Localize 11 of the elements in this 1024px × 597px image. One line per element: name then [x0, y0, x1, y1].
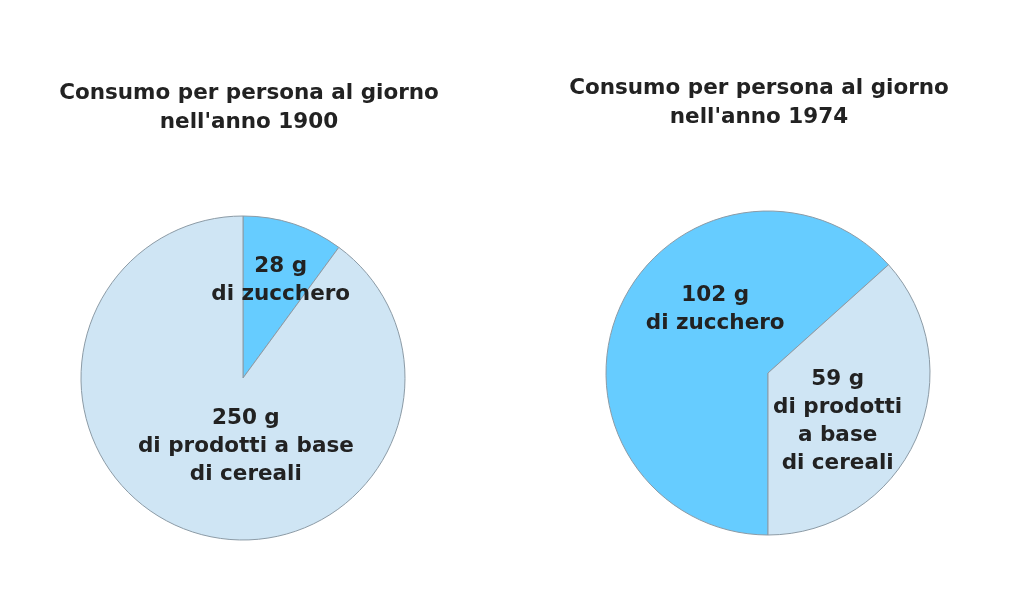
slice-label: di prodotti a base di cereali — [137, 431, 354, 485]
data-label: 250 g — [211, 403, 280, 429]
data-label: 102 g — [681, 281, 750, 307]
chart-title: Consumo per persona al giorno nell'anno 1974 — [569, 74, 949, 128]
slice-label: di prodotti a base di cereali — [773, 392, 903, 474]
slice-label: di zucchero — [645, 309, 785, 335]
pie-slice — [80, 215, 406, 541]
data-label: 28 g — [254, 252, 308, 278]
slice-label: di zucchero — [211, 280, 351, 306]
chart-title: Consumo per persona al giorno nell'anno 1900 — [59, 79, 439, 133]
data-label: 59 g — [811, 364, 865, 390]
